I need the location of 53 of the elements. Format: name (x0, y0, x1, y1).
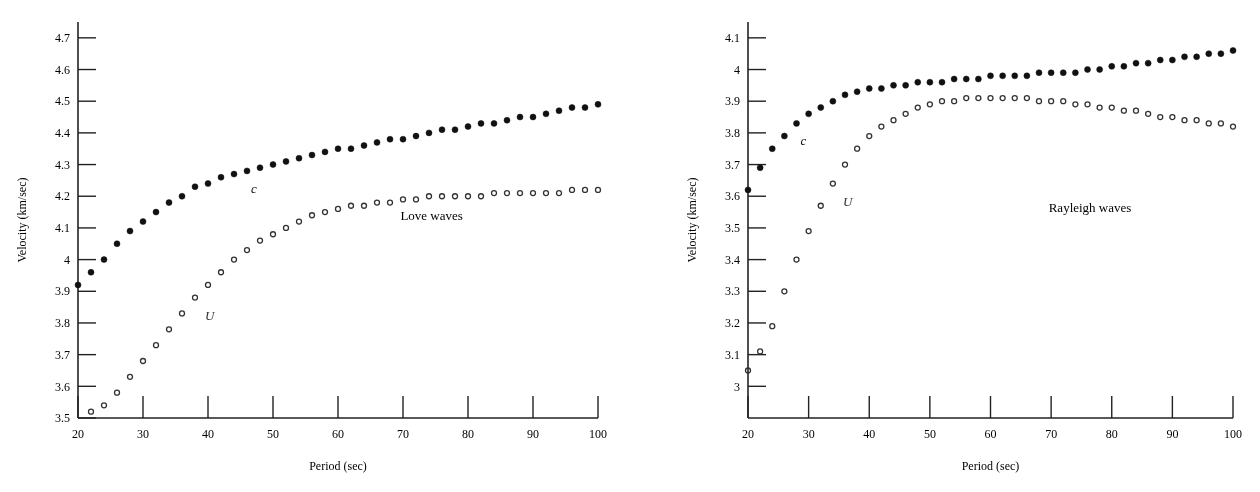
x-tick-label: 30 (802, 427, 815, 441)
y-tick-label: 4.3 (55, 157, 70, 172)
x-tick-label: 50 (267, 427, 279, 441)
x-tick-label: 70 (1045, 427, 1058, 441)
y-tick-label: 4.2 (55, 189, 70, 204)
y-tick-label: 4.1 (725, 31, 740, 46)
x-axis-title: Period (sec) (961, 459, 1020, 473)
annotation: Love waves (400, 208, 463, 223)
x-tick-label: 30 (137, 427, 149, 441)
x-tick-label: 90 (1166, 427, 1179, 441)
x-tick-label: 100 (589, 427, 607, 441)
y-tick-label: 3.8 (725, 126, 740, 141)
text: U (842, 193, 854, 209)
y-tick-label: 4 (64, 252, 70, 267)
series-label: c (251, 180, 257, 196)
x-tick-label: 80 (462, 427, 474, 441)
y-tick-label: 3.4 (725, 252, 740, 267)
x-tick-label: 20 (742, 427, 754, 441)
y-tick-label: 4 (734, 62, 740, 77)
y-tick-label: 3.8 (55, 316, 70, 331)
x-tick-label: 100 (1224, 427, 1242, 441)
x-tick-label: 40 (863, 427, 876, 441)
x-axis-title: Period (sec) (309, 459, 367, 473)
y-tick-label: 3.3 (725, 284, 740, 299)
y-tick-label: 4.4 (55, 126, 70, 141)
x-tick-label: 50 (923, 427, 936, 441)
series-label: c (800, 133, 807, 149)
y-tick-label: 3.7 (725, 157, 740, 172)
x-tick-label: 60 (984, 427, 997, 441)
y-tick-label: 3.9 (725, 94, 740, 109)
y-tick-label: 4.1 (55, 221, 70, 236)
y-tick-label: 3.1 (725, 347, 740, 362)
x-tick-label: 20 (72, 427, 84, 441)
y-tick-label: 4.5 (55, 94, 70, 109)
y-tick-label: 3.9 (55, 284, 70, 299)
y-tick-label: 3.7 (55, 347, 70, 362)
x-tick-label: 70 (397, 427, 409, 441)
y-tick-label: 3 (734, 379, 740, 394)
y-tick-label: 4.7 (55, 31, 70, 46)
y-tick-label: 3.6 (725, 189, 740, 204)
y-axis-title: Velocity (km/sec) (15, 177, 29, 263)
x-tick-label: 60 (332, 427, 344, 441)
x-tick-label: 80 (1105, 427, 1118, 441)
text: U (205, 307, 216, 323)
y-tick-label: 3.5 (55, 411, 70, 426)
y-tick-label: 3.5 (725, 221, 740, 236)
y-tick-label: 3.6 (55, 379, 70, 394)
x-tick-label: 40 (202, 427, 214, 441)
y-tick-label: 3.2 (725, 316, 740, 331)
x-tick-label: 90 (527, 427, 539, 441)
y-tick-label: 4.6 (55, 62, 70, 77)
annotation: Rayleigh waves (1048, 200, 1132, 216)
y-axis-title: Velocity (km/sec) (685, 177, 699, 263)
